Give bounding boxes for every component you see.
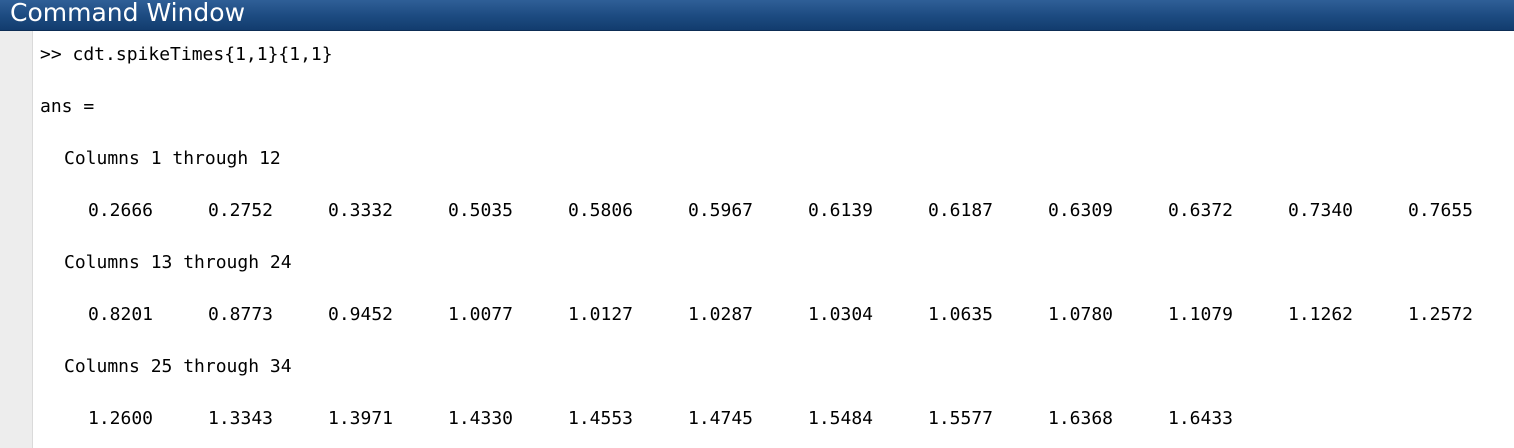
output-value: 1.5484 — [808, 408, 874, 429]
title-bar[interactable]: Command Window — [0, 0, 1514, 31]
output-value: 0.7340 — [1288, 200, 1354, 221]
output-value: 0.5035 — [448, 200, 514, 221]
output-value: 1.0780 — [1048, 304, 1114, 325]
output-value: 1.1079 — [1168, 304, 1234, 325]
output-value: 0.6187 — [928, 200, 994, 221]
output-value: 0.6309 — [1048, 200, 1114, 221]
command-prompt-line: >> cdt.spikeTimes{1,1}{1,1} — [40, 44, 333, 65]
output-value: 1.2600 — [88, 408, 154, 429]
output-value: 1.4553 — [568, 408, 634, 429]
output-value: 1.2572 — [1408, 304, 1474, 325]
ans-label: ans = — [40, 96, 95, 117]
window-title: Command Window — [10, 0, 246, 27]
output-value: 1.6433 — [1168, 408, 1234, 429]
output-value: 1.0287 — [688, 304, 754, 325]
output-value: 1.5577 — [928, 408, 994, 429]
output-value: 1.0635 — [928, 304, 994, 325]
output-value: 0.2666 — [88, 200, 154, 221]
output-value: 1.3971 — [328, 408, 394, 429]
output-value: 0.3332 — [328, 200, 394, 221]
columns-header-3: Columns 25 through 34 — [64, 356, 292, 377]
output-value: 1.6368 — [1048, 408, 1114, 429]
output-value: 0.7655 — [1408, 200, 1474, 221]
command-output-area[interactable]: >> cdt.spikeTimes{1,1}{1,1} ans = Column… — [33, 31, 1514, 448]
output-value: 0.6372 — [1168, 200, 1234, 221]
output-value: 0.8201 — [88, 304, 154, 325]
output-value: 1.4330 — [448, 408, 514, 429]
output-value: 1.4745 — [688, 408, 754, 429]
output-value: 0.8773 — [208, 304, 274, 325]
command-window-gutter — [0, 31, 33, 448]
output-value: 0.6139 — [808, 200, 874, 221]
output-value: 1.1262 — [1288, 304, 1354, 325]
columns-header-1: Columns 1 through 12 — [64, 148, 281, 169]
output-value: 0.2752 — [208, 200, 274, 221]
output-value: 0.5967 — [688, 200, 754, 221]
columns-header-2: Columns 13 through 24 — [64, 252, 292, 273]
output-value: 1.3343 — [208, 408, 274, 429]
output-value: 0.9452 — [328, 304, 394, 325]
output-value: 1.0077 — [448, 304, 514, 325]
output-value: 1.0127 — [568, 304, 634, 325]
output-value: 1.0304 — [808, 304, 874, 325]
output-value: 0.5806 — [568, 200, 634, 221]
